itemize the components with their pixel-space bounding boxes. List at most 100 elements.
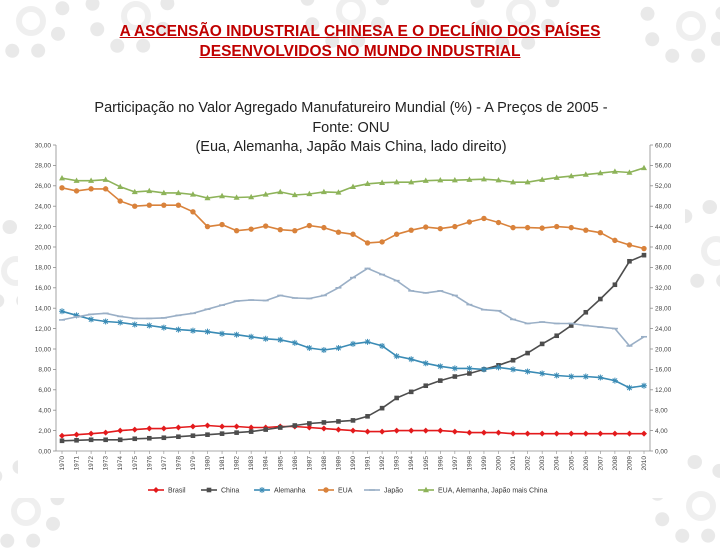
data-point bbox=[335, 426, 342, 433]
data-point bbox=[553, 372, 560, 379]
data-point bbox=[102, 429, 109, 436]
right-tick-label: 40,00 bbox=[655, 244, 672, 251]
data-point bbox=[190, 209, 196, 215]
data-point bbox=[641, 245, 647, 252]
right-tick-label: 16,00 bbox=[655, 367, 672, 374]
data-point bbox=[263, 223, 269, 229]
data-point bbox=[204, 422, 211, 429]
left-tick-label: 8,00 bbox=[38, 367, 51, 374]
slide-title-line-1: A ASCENSÃO INDUSTRIAL CHINESA E O DECLÍN… bbox=[119, 23, 601, 40]
data-point bbox=[480, 429, 487, 436]
left-tick-label: 28,00 bbox=[35, 163, 52, 170]
data-point bbox=[335, 344, 342, 351]
data-point bbox=[74, 437, 79, 443]
data-point bbox=[626, 169, 633, 175]
right-tick-label: 8,00 bbox=[655, 408, 668, 415]
x-tick-label: 1991 bbox=[365, 456, 372, 471]
data-point bbox=[59, 185, 65, 191]
data-point bbox=[422, 427, 429, 434]
legend-label: China bbox=[221, 488, 239, 495]
right-tick-label: 44,00 bbox=[655, 224, 672, 231]
x-tick-label: 2008 bbox=[612, 456, 619, 471]
legend-entry: China bbox=[201, 488, 239, 495]
legend-label: EUA, Alemanha, Japão mais China bbox=[438, 488, 547, 495]
data-point bbox=[481, 215, 487, 222]
data-point bbox=[452, 223, 458, 230]
data-point bbox=[495, 429, 502, 436]
x-tick-label: 1993 bbox=[394, 456, 401, 471]
data-point bbox=[189, 191, 196, 197]
left-tick-label: 22,00 bbox=[35, 224, 52, 231]
data-point bbox=[379, 342, 386, 349]
data-point bbox=[524, 224, 531, 231]
right-tick-label: 20,00 bbox=[655, 346, 672, 353]
legend-label: Japão bbox=[384, 488, 403, 495]
slide-title: A ASCENSÃO INDUSTRIAL CHINESA E O DECLÍN… bbox=[0, 22, 720, 62]
data-point bbox=[88, 177, 95, 183]
data-point bbox=[234, 430, 239, 435]
x-tick-label: 1992 bbox=[379, 456, 386, 471]
chart-title: Participação no Valor Agregado Manufatur… bbox=[94, 100, 607, 155]
data-point bbox=[88, 437, 94, 443]
data-point bbox=[233, 194, 240, 200]
data-point bbox=[350, 340, 356, 347]
x-tick-label: 2010 bbox=[641, 456, 648, 471]
data-point bbox=[205, 432, 210, 437]
data-point bbox=[438, 378, 443, 383]
data-point bbox=[292, 423, 298, 428]
legend-label: Alemanha bbox=[274, 488, 306, 495]
legend: Brasil China Alemanha EUA Japão EUA, Alemanha… bbox=[148, 486, 547, 495]
data-point bbox=[73, 177, 80, 183]
right-tick-label: 56,00 bbox=[655, 163, 672, 170]
data-point bbox=[451, 428, 458, 435]
data-point bbox=[219, 423, 226, 430]
data-point bbox=[554, 333, 559, 339]
data-point bbox=[291, 191, 298, 198]
data-point bbox=[597, 374, 604, 381]
x-tick-label: 1980 bbox=[205, 456, 212, 471]
data-point bbox=[393, 353, 400, 360]
x-tick-label: 1984 bbox=[263, 456, 270, 471]
data-point bbox=[554, 223, 560, 230]
data-point bbox=[466, 176, 473, 182]
line-chart: Participação no Valor Agregado Manufatur… bbox=[35, 100, 672, 495]
x-tick-label: 1971 bbox=[74, 456, 81, 471]
data-point bbox=[153, 487, 159, 493]
data-point bbox=[627, 258, 632, 264]
data-point bbox=[204, 194, 211, 201]
data-point bbox=[160, 189, 167, 196]
data-point bbox=[175, 189, 182, 196]
data-point bbox=[641, 430, 647, 437]
data-point bbox=[597, 430, 604, 437]
x-tick-label: 1995 bbox=[423, 456, 430, 471]
data-point bbox=[132, 203, 138, 209]
data-point bbox=[480, 366, 487, 373]
data-point bbox=[277, 425, 283, 430]
data-point bbox=[553, 174, 560, 180]
x-tick-label: 2001 bbox=[510, 456, 517, 471]
left-tick-label: 2,00 bbox=[38, 428, 51, 435]
data-point bbox=[437, 363, 444, 370]
data-point bbox=[510, 357, 516, 363]
legend-entry: EUA bbox=[318, 487, 353, 495]
data-point bbox=[146, 322, 153, 329]
data-point bbox=[539, 176, 546, 182]
data-point bbox=[641, 382, 647, 389]
x-tick-label: 1998 bbox=[466, 456, 473, 471]
data-point bbox=[350, 231, 356, 237]
data-point bbox=[335, 189, 342, 195]
series-line bbox=[61, 254, 645, 442]
data-point bbox=[408, 356, 415, 363]
data-point bbox=[263, 427, 268, 432]
x-tick-label: 1975 bbox=[132, 456, 139, 471]
data-point bbox=[102, 186, 109, 192]
data-point bbox=[219, 192, 226, 199]
chart-title-line-1: Participação no Valor Agregado Manufatur… bbox=[94, 100, 607, 116]
x-tick-label: 1986 bbox=[292, 456, 299, 471]
data-point bbox=[422, 177, 429, 183]
data-point bbox=[219, 431, 225, 436]
data-point bbox=[364, 428, 371, 435]
data-point bbox=[408, 427, 415, 434]
data-point bbox=[59, 174, 65, 181]
x-tick-label: 1977 bbox=[161, 456, 168, 471]
